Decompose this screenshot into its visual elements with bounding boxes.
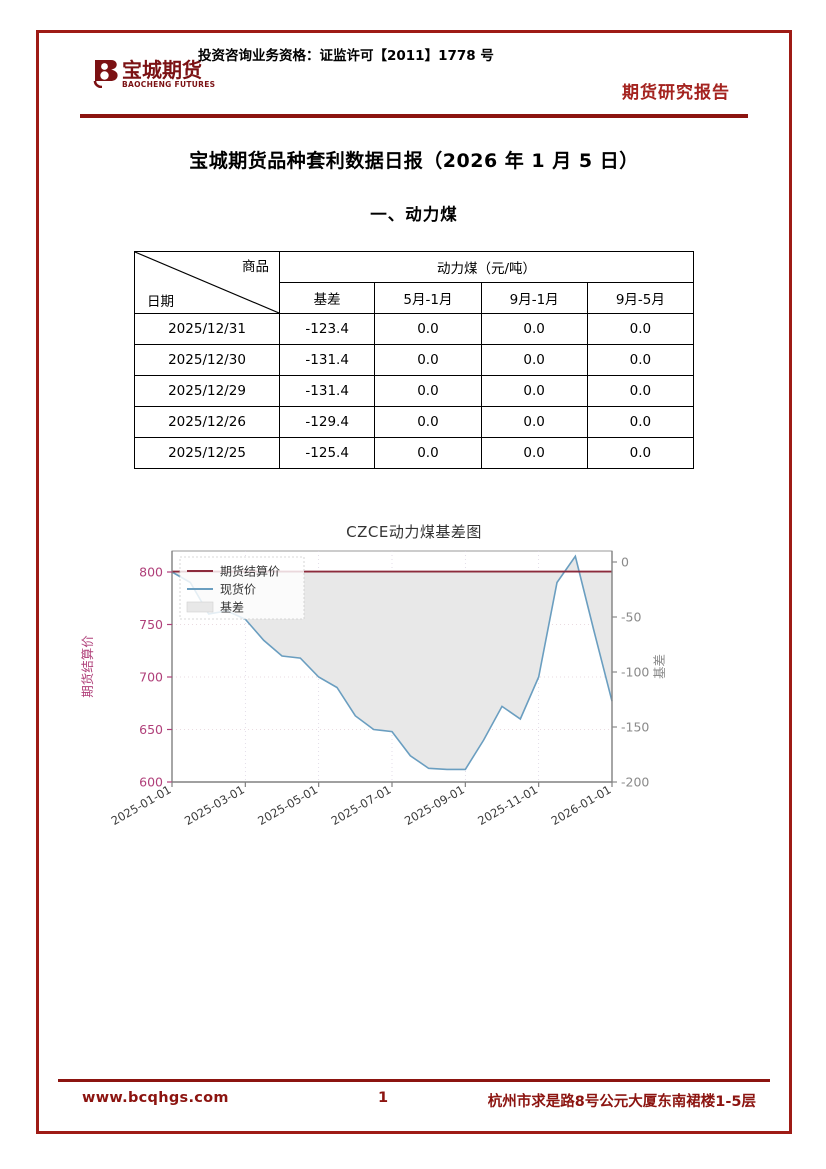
footer-divider: [58, 1079, 770, 1082]
table-cell-value-2: 0.0: [480, 437, 588, 469]
table-group-header: 动力煤（元/吨）: [279, 251, 694, 283]
logo-english-name: BAOCHENG FUTURES: [122, 79, 216, 89]
legend-swatch-2: [186, 601, 214, 613]
legend-label-1: 现货价: [220, 582, 256, 597]
table-header-row-1: 商品 日期 动力煤（元/吨）: [134, 251, 694, 314]
footer-page-number: 1: [378, 1090, 389, 1106]
basis-table-container: 商品 日期 动力煤（元/吨） 基差 5月-1月 9月-1月 9月-5月 2025/12…: [134, 251, 695, 469]
table-row: 2025/12/26 -129.4 0.0 0.0 0.0: [134, 406, 695, 438]
table-cell-value-3: 0.0: [586, 437, 695, 469]
table-cell-value-0: -129.4: [278, 406, 376, 438]
table-cell-value-2: 0.0: [480, 344, 588, 376]
table-row: 2025/12/29 -131.4 0.0 0.0 0.0: [134, 375, 695, 407]
x-tick-label: 2025-05-01: [255, 782, 320, 828]
document-header: 宝城期货 BAOCHENG FUTURES 投资咨询业务资格：证监许可【2011…: [58, 36, 770, 118]
legend-label-2: 基差: [220, 601, 244, 615]
table-cell-value-2: 0.0: [480, 313, 588, 345]
page-title: 宝城期货品种套利数据日报（2026 年 1 月 5 日）: [189, 150, 639, 172]
table-cell-value-3: 0.0: [586, 406, 695, 438]
footer-website[interactable]: www.bcqhgs.com: [82, 1090, 229, 1106]
section-heading: 一、动力煤: [370, 205, 458, 224]
table-column-header-1: 5月-1月: [374, 282, 482, 314]
logo-chinese-name: 宝城期货: [122, 57, 202, 82]
right-axis-title: 基差: [652, 654, 667, 679]
company-logo: 宝城期货 BAOCHENG FUTURES: [92, 58, 215, 88]
table-cell-date: 2025/12/30: [134, 344, 280, 376]
table-cell-date: 2025/12/26: [134, 406, 280, 438]
left-axis-title: 期货结算价: [80, 635, 95, 698]
table-cell-value-2: 0.0: [480, 406, 588, 438]
table-cell-value-1: 0.0: [374, 344, 482, 376]
table-cell-value-3: 0.0: [586, 313, 695, 345]
table-cell-value-0: -131.4: [278, 375, 376, 407]
right-tick-label: -200: [621, 775, 649, 790]
table-row: 2025/12/30 -131.4 0.0 0.0 0.0: [134, 344, 695, 376]
basis-chart: CZCE动力煤基差图 600 650 700 750 800 0 -50 -100 -150 -2…: [64, 521, 764, 841]
qualification-statement: 投资咨询业务资格：证监许可【2011】1778 号: [198, 48, 494, 64]
left-tick-label: 750: [139, 617, 163, 632]
left-tick-label: 800: [139, 565, 163, 580]
x-tick-label: 2026-01-01: [549, 782, 614, 828]
x-tick-label: 2025-07-01: [329, 782, 394, 828]
right-tick-label: -100: [621, 665, 649, 680]
table-cell-date: 2025/12/31: [134, 313, 280, 345]
chart-canvas: 6006507007508000-50-100-150-2002025-01-0…: [80, 550, 667, 828]
left-tick-label: 700: [139, 670, 163, 685]
footer-address: 杭州市求是路8号公元大厦东南裙楼1-5层: [487, 1094, 756, 1110]
corner-label-commodity: 商品: [242, 259, 269, 275]
report-type-label: 期货研究报告: [622, 83, 730, 103]
table-cell-value-1: 0.0: [374, 375, 482, 407]
baocheng-b-logo-icon: [92, 58, 119, 88]
table-column-header-2: 9月-1月: [480, 282, 588, 314]
x-tick-label: 2025-09-01: [402, 782, 467, 828]
corner-label-date: 日期: [147, 294, 174, 310]
table-column-header-0: 基差: [278, 282, 376, 314]
table-cell-date: 2025/12/25: [134, 437, 280, 469]
page-content: 宝城期货 BAOCHENG FUTURES 投资咨询业务资格：证监许可【2011…: [36, 30, 792, 1134]
x-tick-label: 2025-03-01: [182, 782, 247, 828]
legend-label-0: 期货结算价: [220, 564, 280, 579]
table-row: 2025/12/31 -123.4 0.0 0.0 0.0: [134, 313, 695, 345]
table-cell-value-2: 0.0: [480, 375, 588, 407]
table-cell-date: 2025/12/29: [134, 375, 280, 407]
left-tick-label: 600: [139, 775, 163, 790]
table-cell-value-0: -131.4: [278, 344, 376, 376]
table-corner-cell: 商品 日期: [134, 251, 280, 314]
table-cell-value-0: -125.4: [278, 437, 376, 469]
header-divider: [80, 114, 748, 118]
diagonal-divider-icon: [135, 252, 279, 313]
table-cell-value-0: -123.4: [278, 313, 376, 345]
chart-title: CZCE动力煤基差图: [346, 523, 482, 541]
left-tick-label: 650: [139, 722, 163, 737]
table-cell-value-1: 0.0: [374, 313, 482, 345]
page-border: [36, 30, 792, 1134]
table-body: 2025/12/31 -123.4 0.0 0.0 0.0 2025/12/30 -131.…: [134, 313, 695, 469]
right-tick-label: 0: [621, 555, 629, 570]
table-column-header-3: 9月-5月: [586, 282, 695, 314]
table-cell-value-3: 0.0: [586, 344, 695, 376]
right-tick-label: -150: [621, 720, 649, 735]
table-cell-value-1: 0.0: [374, 406, 482, 438]
x-tick-label: 2025-11-01: [475, 782, 540, 828]
document-footer: www.bcqhgs.com 1 杭州市求是路8号公元大厦东南裙楼1-5层: [58, 1088, 770, 1118]
table-cell-value-3: 0.0: [586, 375, 695, 407]
table-row: 2025/12/25 -125.4 0.0 0.0 0.0: [134, 437, 695, 469]
right-tick-label: -50: [621, 610, 641, 625]
table-cell-value-1: 0.0: [374, 437, 482, 469]
basis-data-table: 商品 日期 动力煤（元/吨） 基差 5月-1月 9月-1月 9月-5月 2025/12…: [134, 251, 695, 469]
